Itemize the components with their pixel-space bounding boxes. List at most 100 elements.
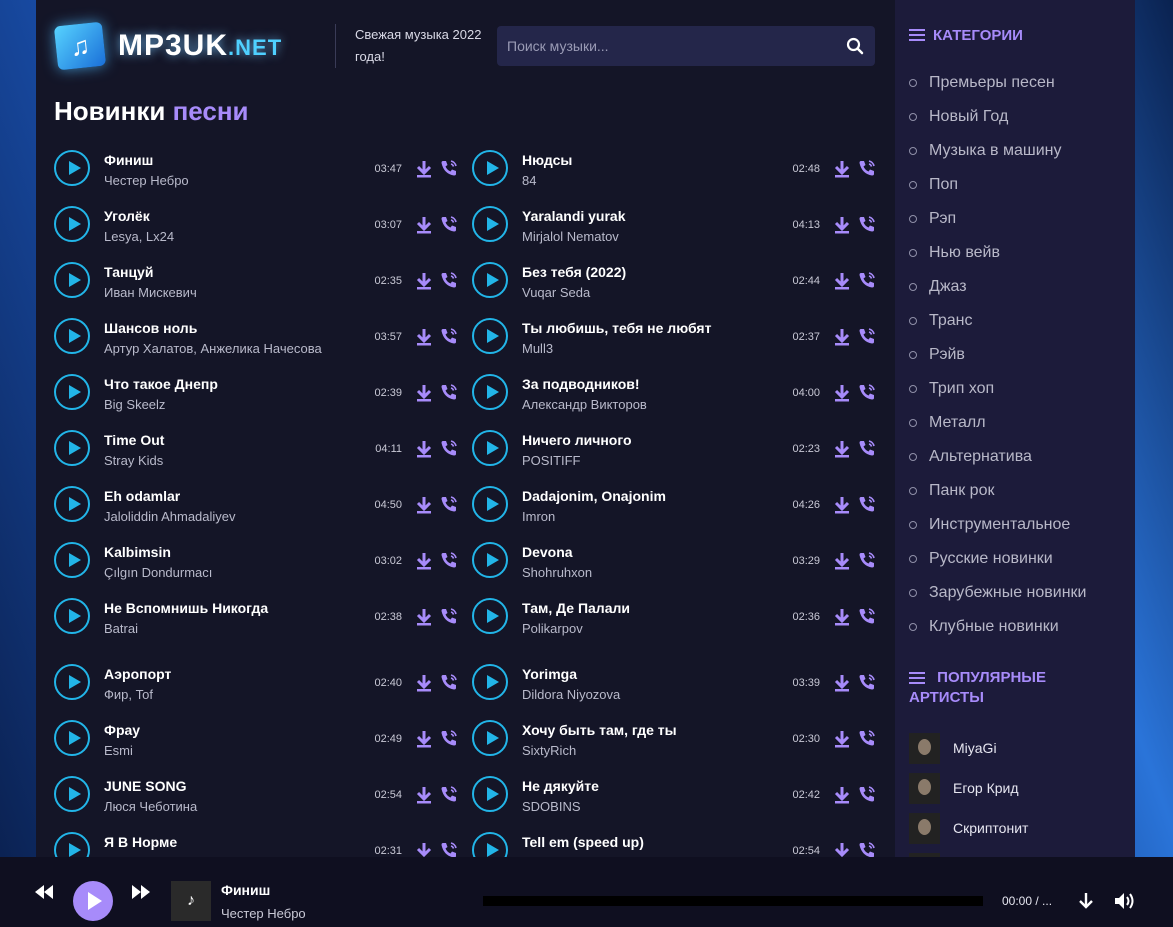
- ringtone-phone-icon[interactable]: [440, 673, 458, 691]
- track-artist[interactable]: Фир, Tof: [104, 687, 153, 702]
- play-icon[interactable]: [54, 430, 90, 466]
- ringtone-phone-icon[interactable]: [858, 215, 876, 233]
- download-icon[interactable]: [1077, 891, 1095, 916]
- track-artist[interactable]: Александр Викторов: [522, 397, 647, 412]
- ringtone-phone-icon[interactable]: [858, 673, 876, 691]
- download-icon[interactable]: [834, 384, 850, 402]
- track-artist[interactable]: Big Skeelz: [104, 397, 166, 412]
- track-row[interactable]: Финиш Честер Небро 03:47: [54, 144, 458, 200]
- artist-item[interactable]: Егор Крид: [909, 768, 1028, 808]
- category-item[interactable]: Нью вейв: [909, 236, 1087, 270]
- category-item[interactable]: Поп: [909, 168, 1087, 202]
- track-artist[interactable]: Polikarpov: [522, 621, 583, 636]
- download-icon[interactable]: [834, 842, 850, 857]
- track-title[interactable]: Eh odamlar: [104, 488, 181, 504]
- play-icon[interactable]: [54, 262, 90, 298]
- ringtone-phone-icon[interactable]: [440, 215, 458, 233]
- track-artist[interactable]: Çılgın Dondurmacı: [104, 565, 213, 580]
- track-artist[interactable]: Lesya, Lx24: [104, 229, 175, 244]
- ringtone-phone-icon[interactable]: [858, 271, 876, 289]
- category-item[interactable]: Инструментальное: [909, 508, 1087, 542]
- category-item[interactable]: Панк рок: [909, 474, 1087, 508]
- download-icon[interactable]: [834, 272, 850, 290]
- download-icon[interactable]: [416, 328, 432, 346]
- track-title[interactable]: Финиш: [104, 152, 154, 168]
- play-icon[interactable]: [472, 430, 508, 466]
- track-row[interactable]: Без тебя (2022) Vuqar Seda 02:44: [472, 256, 876, 312]
- category-item[interactable]: Русские новинки: [909, 542, 1087, 576]
- track-artist[interactable]: Dildora Niyozova: [522, 687, 621, 702]
- ringtone-phone-icon[interactable]: [858, 495, 876, 513]
- track-artist[interactable]: Batrai: [104, 621, 138, 636]
- category-item[interactable]: Новый Год: [909, 100, 1087, 134]
- track-artist[interactable]: Shohruhxon: [522, 565, 593, 580]
- track-row[interactable]: Не Вспомнишь Никогда Batrai 02:38: [54, 592, 458, 648]
- play-icon[interactable]: [472, 542, 508, 578]
- ringtone-phone-icon[interactable]: [440, 551, 458, 569]
- ringtone-phone-icon[interactable]: [440, 327, 458, 345]
- category-item[interactable]: Зарубежные новинки: [909, 576, 1087, 610]
- track-title[interactable]: Шансов ноль: [104, 320, 198, 336]
- track-title[interactable]: Уголёк: [104, 208, 150, 224]
- track-title[interactable]: Devona: [522, 544, 573, 560]
- play-icon[interactable]: [54, 598, 90, 634]
- track-row[interactable]: Я В Норме 02:31: [54, 826, 458, 857]
- track-artist[interactable]: 84: [522, 173, 537, 188]
- download-icon[interactable]: [416, 608, 432, 626]
- play-icon[interactable]: [54, 486, 90, 522]
- play-icon[interactable]: [472, 720, 508, 756]
- track-row[interactable]: Аэропорт Фир, Tof 02:40: [54, 658, 458, 714]
- track-row[interactable]: Ничего личного POSITIFF 02:23: [472, 424, 876, 480]
- track-title[interactable]: Time Out: [104, 432, 165, 448]
- track-artist[interactable]: Stray Kids: [104, 453, 164, 468]
- track-artist[interactable]: SDOBINS: [522, 799, 581, 814]
- play-icon[interactable]: [472, 150, 508, 186]
- track-row[interactable]: Уголёк Lesya, Lx24 03:07: [54, 200, 458, 256]
- play-icon[interactable]: [54, 776, 90, 812]
- track-row[interactable]: Хочу быть там, где ты SixtyRich 02:30: [472, 714, 876, 770]
- track-row[interactable]: Нюдсы 84 02:48: [472, 144, 876, 200]
- track-artist[interactable]: SixtyRich: [522, 743, 577, 758]
- download-icon[interactable]: [834, 730, 850, 748]
- download-icon[interactable]: [416, 786, 432, 804]
- track-row[interactable]: Yaralandi yurak Mirjalol Nematov 04:13: [472, 200, 876, 256]
- track-title[interactable]: Танцуй: [104, 264, 154, 280]
- category-item[interactable]: Музыка в машину: [909, 134, 1087, 168]
- track-artist[interactable]: Jaloliddin Ahmadaliyev: [104, 509, 236, 524]
- track-row[interactable]: Devona Shohruhxon 03:29: [472, 536, 876, 592]
- play-icon[interactable]: [472, 664, 508, 700]
- download-icon[interactable]: [834, 674, 850, 692]
- download-icon[interactable]: [416, 272, 432, 290]
- search-icon[interactable]: [835, 37, 875, 55]
- category-item[interactable]: Рэйв: [909, 338, 1087, 372]
- artist-item[interactable]: Скриптонит: [909, 808, 1028, 848]
- track-row[interactable]: Eh odamlar Jaloliddin Ahmadaliyev 04:50: [54, 480, 458, 536]
- category-item[interactable]: Альтернатива: [909, 440, 1087, 474]
- track-artist[interactable]: Люся Чеботина: [104, 799, 198, 814]
- download-icon[interactable]: [834, 216, 850, 234]
- play-icon[interactable]: [54, 318, 90, 354]
- artist-item[interactable]: MiyaGi: [909, 728, 1028, 768]
- ringtone-phone-icon[interactable]: [858, 841, 876, 857]
- previous-icon[interactable]: [33, 881, 55, 903]
- play-icon[interactable]: [472, 262, 508, 298]
- download-icon[interactable]: [834, 160, 850, 178]
- track-artist[interactable]: Иван Мискевич: [104, 285, 197, 300]
- track-title[interactable]: Фрау: [104, 722, 141, 738]
- play-icon[interactable]: [472, 206, 508, 242]
- play-icon[interactable]: [472, 832, 508, 857]
- track-title[interactable]: Ты любишь, тебя не любят: [522, 320, 712, 336]
- volume-icon[interactable]: [1114, 891, 1136, 916]
- category-item[interactable]: Металл: [909, 406, 1087, 440]
- download-icon[interactable]: [834, 552, 850, 570]
- track-artist[interactable]: POSITIFF: [522, 453, 581, 468]
- track-title[interactable]: Я В Норме: [104, 834, 178, 850]
- download-icon[interactable]: [834, 608, 850, 626]
- play-icon[interactable]: [54, 664, 90, 700]
- ringtone-phone-icon[interactable]: [440, 159, 458, 177]
- track-artist[interactable]: Esmi: [104, 743, 133, 758]
- track-artist[interactable]: Imron: [522, 509, 556, 524]
- track-title[interactable]: Нюдсы: [522, 152, 573, 168]
- ringtone-phone-icon[interactable]: [858, 383, 876, 401]
- ringtone-phone-icon[interactable]: [440, 785, 458, 803]
